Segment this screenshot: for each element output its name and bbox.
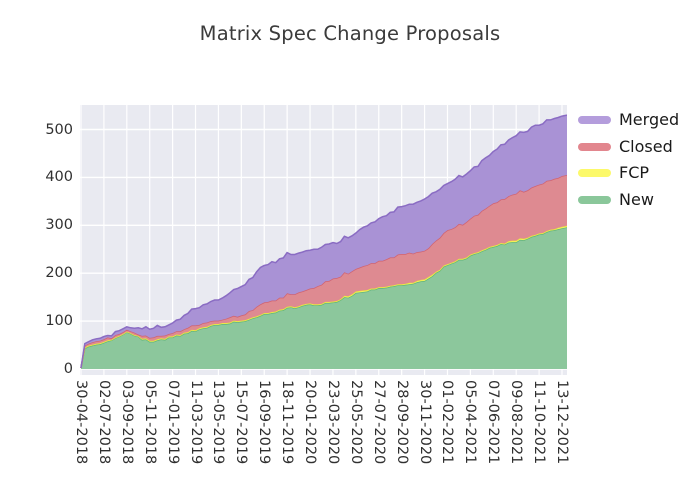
legend-item-new: New xyxy=(578,187,698,214)
legend-swatch-merged xyxy=(578,116,611,125)
legend-label-closed: Closed xyxy=(619,136,673,156)
x-axis-tick-label: 23-03-2020 xyxy=(324,380,341,465)
area-new xyxy=(81,227,567,369)
x-axis-tick-label: 05-11-2018 xyxy=(141,380,158,465)
legend-item-closed: Closed xyxy=(578,134,698,161)
legend-swatch-fcp xyxy=(578,169,611,178)
x-axis-tick-label: 28-09-2020 xyxy=(393,380,410,465)
x-axis-tick-label: 18-11-2019 xyxy=(279,380,296,465)
x-axis-tick-label: 11-10-2021 xyxy=(531,380,548,465)
x-axis-tick-label: 27-07-2020 xyxy=(370,380,387,465)
area-closed xyxy=(81,175,567,368)
y-axis-tick-label: 100 xyxy=(45,313,73,330)
legend-label-merged: Merged xyxy=(619,110,680,130)
x-axis-tick-label: 13-05-2019 xyxy=(210,380,227,465)
x-axis-tick-label: 01-02-2021 xyxy=(439,380,456,465)
legend-label-fcp: FCP xyxy=(619,163,650,183)
edge-merged xyxy=(80,114,567,369)
y-axis-tick-label: 400 xyxy=(45,169,73,186)
y-axis-tick-label: 0 xyxy=(63,361,73,377)
y-axis-tick-label: 200 xyxy=(45,265,73,282)
x-axis-tick-label: 30-11-2020 xyxy=(416,380,433,465)
x-axis-tick-label: 07-06-2021 xyxy=(485,380,502,465)
x-axis-tick-label: 16-09-2019 xyxy=(256,380,273,465)
x-axis-tick-label: 11-03-2019 xyxy=(187,380,204,465)
legend-item-fcp: FCP xyxy=(578,160,698,187)
chart-title: Matrix Spec Change Proposals xyxy=(199,22,501,45)
legend-swatch-new xyxy=(578,195,611,204)
area-merged xyxy=(81,115,567,368)
legend-item-merged: Merged xyxy=(578,107,698,134)
legend: Merged Closed FCP New xyxy=(578,107,698,213)
legend-label-new: New xyxy=(619,189,654,209)
x-axis-tick-label: 02-07-2018 xyxy=(95,380,112,465)
x-axis-tick-label: 25-05-2020 xyxy=(347,380,364,465)
y-axis-tick-label: 500 xyxy=(45,121,73,138)
x-axis-tick-label: 05-04-2021 xyxy=(462,380,479,465)
x-axis-tick-label: 30-04-2018 xyxy=(73,380,89,465)
x-axis-tick-label: 07-01-2019 xyxy=(164,380,181,465)
y-axis-tick-label: 300 xyxy=(45,217,73,234)
x-axis-tick-label: 09-08-2021 xyxy=(508,380,525,465)
x-axis-tick-label: 20-01-2020 xyxy=(302,380,319,465)
x-axis-tick-label: 03-09-2018 xyxy=(118,380,135,465)
x-axis-tick-label: 13-12-2021 xyxy=(554,380,570,465)
legend-swatch-closed xyxy=(578,142,611,151)
x-axis-tick-label: 15-07-2019 xyxy=(233,380,250,465)
